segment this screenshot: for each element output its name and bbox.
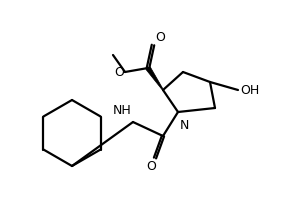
Polygon shape [146, 67, 163, 90]
Text: O: O [114, 66, 124, 79]
Text: OH: OH [240, 84, 259, 97]
Text: N: N [180, 119, 189, 132]
Text: O: O [155, 31, 165, 44]
Text: O: O [146, 160, 156, 173]
Text: NH: NH [112, 104, 131, 117]
